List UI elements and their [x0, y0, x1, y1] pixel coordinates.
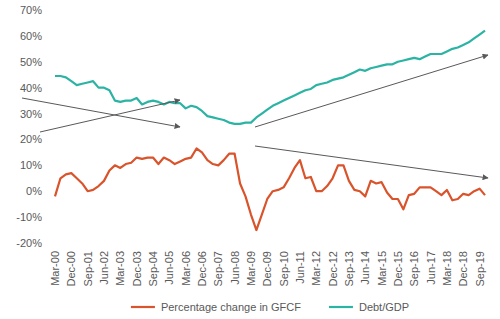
x-tick: Sep-10	[278, 243, 290, 286]
x-tick-label: Sep-16	[408, 251, 420, 286]
y-tick: 60%	[20, 30, 50, 42]
y-tick: 20%	[20, 133, 50, 145]
y-tick: 40%	[20, 82, 50, 94]
y-axis: -20% -10% 0% 10% 20% 30% 40% 50% 60% 70%	[16, 4, 50, 249]
x-tick-label: Jun-11	[294, 251, 306, 284]
x-tick-label: Sep-04	[147, 251, 159, 286]
x-tick: Mar-12	[310, 243, 322, 286]
x-tick-label: Jun-14	[359, 251, 371, 285]
x-tick-label: Dec-09	[261, 251, 273, 286]
y-tick-label: 30%	[20, 108, 42, 120]
y-axis-line	[50, 11, 51, 244]
trend-arrow	[255, 55, 488, 127]
x-tick: Sep-01	[82, 243, 94, 286]
x-tick-label: Dec-18	[457, 251, 469, 286]
x-tick-label: Sep-07	[212, 251, 224, 286]
trend-arrow	[255, 146, 488, 178]
chart: -20% -10% 0% 10% 20% 30% 40% 50% 60% 70% Mar-00 Dec…	[0, 0, 500, 319]
y-tick-label: 70%	[20, 4, 42, 16]
y-tick: 10%	[20, 159, 50, 171]
x-axis: Mar-00 Dec-00 Sep-01 Jun-02 Mar-03 Dec-03 Sep-…	[49, 243, 486, 286]
y-tick-label: 40%	[20, 82, 42, 94]
x-tick: Jun-08	[229, 243, 241, 285]
legend-label: Debt/GDP	[359, 301, 409, 313]
x-tick-label: Dec-15	[392, 251, 404, 286]
legend-swatch	[329, 306, 353, 308]
y-tick-label: -20%	[16, 237, 42, 249]
x-tick: Jun-05	[163, 243, 175, 285]
x-tick: Dec-00	[65, 243, 77, 286]
x-tick: Dec-06	[196, 243, 208, 286]
x-tick-label: Mar-09	[245, 251, 257, 286]
x-tick: Mar-15	[376, 243, 388, 286]
series-line	[55, 149, 485, 231]
y-tick: -10%	[16, 211, 50, 223]
y-tick: 70%	[20, 4, 50, 16]
y-tick: 0%	[26, 185, 50, 197]
x-tick-label: Jun-02	[98, 251, 110, 285]
x-tick-label: Mar-00	[49, 251, 61, 286]
x-tick-label: Dec-06	[196, 251, 208, 286]
x-tick: Jun-14	[359, 243, 371, 285]
x-tick: Jun-02	[98, 243, 110, 285]
x-tick: Mar-09	[245, 243, 257, 286]
x-tick: Mar-00	[49, 243, 61, 286]
x-tick: Dec-15	[392, 243, 404, 286]
y-tick-label: 0%	[26, 185, 42, 197]
x-tick-label: Sep-13	[343, 251, 355, 286]
x-tick-label: Mar-12	[310, 251, 322, 286]
x-tick-label: Mar-06	[180, 251, 192, 286]
y-tick-label: -10%	[16, 211, 42, 223]
trend-arrow	[22, 98, 180, 127]
x-tick: Sep-19	[474, 243, 486, 286]
x-tick: Sep-07	[212, 243, 224, 286]
series-line	[55, 31, 485, 124]
x-tick-label: Mar-18	[441, 251, 453, 286]
x-tick: Jun-17	[425, 243, 437, 285]
x-tick-label: Jun-17	[425, 251, 437, 285]
x-tick-label: Sep-01	[82, 251, 94, 286]
legend-item: Percentage change in GFCF	[131, 301, 301, 313]
legend-swatch	[131, 306, 155, 308]
x-tick: Mar-06	[180, 243, 192, 286]
x-tick-label: Dec-00	[65, 251, 77, 286]
x-tick-label: Dec-03	[131, 251, 143, 286]
x-tick: Dec-12	[327, 243, 339, 286]
x-tick: Dec-09	[261, 243, 273, 286]
x-tick: Sep-13	[343, 243, 355, 286]
trend-arrows	[22, 55, 488, 178]
x-tick-label: Sep-19	[474, 251, 486, 286]
lines	[55, 31, 485, 230]
x-tick-label: Jun-08	[229, 251, 241, 285]
y-tick-label: 50%	[20, 56, 42, 68]
x-tick: Mar-03	[114, 243, 126, 286]
x-tick: Sep-04	[147, 243, 159, 286]
x-tick-label: Dec-12	[327, 251, 339, 286]
legend-label: Percentage change in GFCF	[161, 301, 301, 313]
y-tick: -20%	[16, 237, 50, 249]
legend-item: Debt/GDP	[329, 301, 409, 313]
y-tick-label: 10%	[20, 159, 42, 171]
legend: Percentage change in GFCF Debt/GDP	[131, 301, 409, 313]
y-tick-label: 60%	[20, 30, 42, 42]
y-tick: 50%	[20, 56, 50, 68]
trend-arrow	[40, 100, 180, 132]
x-tick-label: Mar-15	[376, 251, 388, 286]
y-tick: 30%	[20, 108, 50, 120]
x-axis-line	[56, 243, 486, 244]
x-tick: Dec-03	[131, 243, 143, 286]
x-tick: Jun-11	[294, 243, 306, 284]
x-tick-label: Mar-03	[114, 251, 126, 286]
y-tick-label: 20%	[20, 133, 42, 145]
x-tick: Mar-18	[441, 243, 453, 286]
x-tick: Sep-16	[408, 243, 420, 286]
x-tick: Dec-18	[457, 243, 469, 286]
x-tick-label: Sep-10	[278, 251, 290, 286]
x-tick-label: Jun-05	[163, 251, 175, 285]
